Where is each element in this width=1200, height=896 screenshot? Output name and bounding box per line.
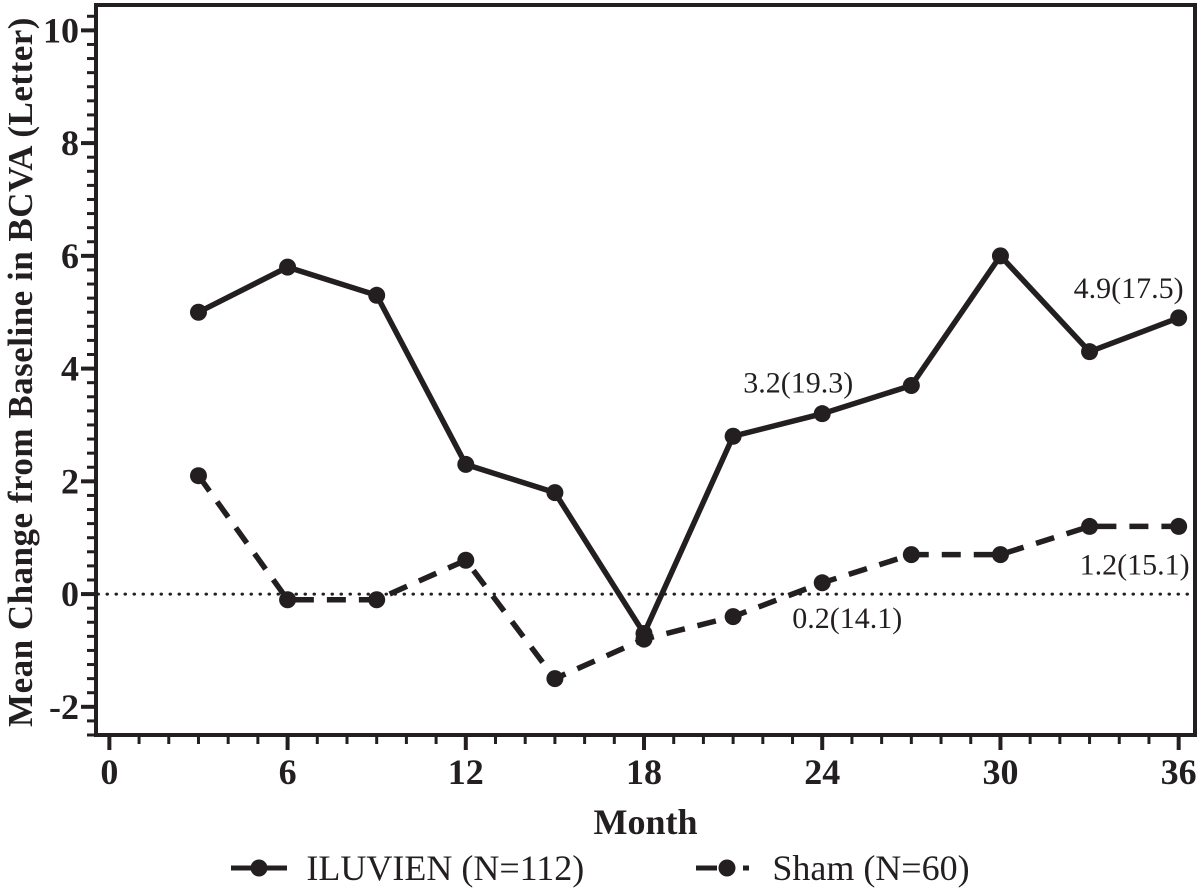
y-tick-label: 4 <box>61 349 79 389</box>
sham-data-point <box>189 467 207 485</box>
sham-data-point <box>991 546 1009 564</box>
sham-data-point <box>635 630 653 648</box>
y-tick-label: 0 <box>61 574 79 614</box>
iluvien-data-point <box>1170 309 1188 327</box>
sham-data-point <box>457 551 475 569</box>
iluvien-data-point <box>1081 343 1099 361</box>
y-tick-label: 10 <box>43 10 79 50</box>
iluvien-data-point <box>457 455 475 473</box>
y-tick-label: -2 <box>49 687 79 727</box>
x-tick-label: 30 <box>982 752 1018 792</box>
y-tick-label: 2 <box>61 461 79 501</box>
plot-border <box>94 3 1197 737</box>
legend-item-sham: Sham (N=60) <box>696 848 970 888</box>
y-tick-label: 8 <box>61 123 79 163</box>
iluvien-data-point <box>813 405 831 423</box>
legend: ILUVIEN (N=112) Sham (N=60) <box>0 850 1200 886</box>
iluvien-legend-marker-icon <box>231 859 288 877</box>
sham-legend-marker-icon <box>696 859 750 877</box>
x-tick-label: 0 <box>100 752 118 792</box>
sham-data-point <box>368 591 386 609</box>
x-tick-label: 6 <box>279 752 297 792</box>
x-axis-title: Month <box>593 802 698 842</box>
sham-data-point <box>1081 517 1099 535</box>
x-tick-label: 18 <box>626 752 662 792</box>
legend-label-sham: Sham (N=60) <box>772 848 970 888</box>
iluvien-data-point <box>546 484 564 502</box>
sham-data-point <box>1170 517 1188 535</box>
legend-label-iluvien: ILUVIEN (N=112) <box>306 848 585 888</box>
iluvien-series-line <box>197 251 1180 640</box>
x-tick-label: 24 <box>804 752 840 792</box>
iluvien-data-point <box>724 427 742 445</box>
iluvien-data-point <box>991 247 1009 265</box>
annotation-label: 3.2(19.3) <box>743 367 853 400</box>
sham-series-line <box>196 474 1179 683</box>
iluvien-data-point <box>279 258 297 276</box>
sham-data-point <box>724 608 742 626</box>
sham-data-point <box>902 546 920 564</box>
legend-item-iluvien: ILUVIEN (N=112) <box>230 850 584 886</box>
annotation-label: 0.2(14.1) <box>792 602 902 635</box>
annotation-label: 4.9(17.5) <box>1074 272 1184 305</box>
sham-data-point <box>546 670 564 688</box>
sham-data-point <box>279 591 297 609</box>
y-tick-label: 6 <box>61 236 79 276</box>
x-tick-label: 12 <box>448 752 484 792</box>
y-axis-title: Mean Change from Baseline in BCVA (Lette… <box>1 17 40 727</box>
iluvien-data-point <box>902 377 920 395</box>
iluvien-data-point <box>189 303 207 321</box>
x-tick-label: 36 <box>1161 752 1197 792</box>
annotation-label: 1.2(15.1) <box>1080 548 1190 581</box>
sham-data-point <box>813 574 831 592</box>
iluvien-data-point <box>368 286 386 304</box>
